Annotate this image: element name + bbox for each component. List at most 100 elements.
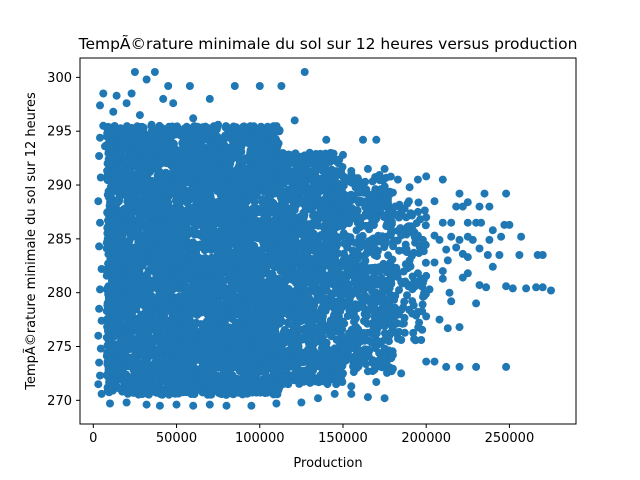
data-point [160,317,169,326]
data-point [176,205,185,213]
data-point [246,149,255,158]
data-point [204,330,213,339]
data-point [171,150,179,159]
data-point [269,286,278,294]
data-point [219,186,228,195]
data-point [109,277,118,286]
data-point [208,286,217,295]
data-point [211,141,220,150]
data-point [105,150,114,159]
data-point [209,344,218,353]
data-point [187,177,196,186]
data-point [250,296,259,305]
data-point [116,316,125,324]
data-point [102,307,111,316]
data-point [134,227,143,236]
data-point [195,280,204,289]
data-point [188,238,197,247]
data-point [231,306,240,314]
data-point [188,328,197,337]
data-point [185,272,194,281]
data-point [257,381,265,389]
data-point [114,240,123,249]
data-point [251,232,260,241]
data-point [242,224,251,233]
data-point [135,218,144,227]
data-point [259,351,268,360]
data-point [231,276,240,285]
data-point [224,260,233,269]
data-point [143,149,152,158]
data-point [123,250,132,259]
data-point [205,318,214,327]
data-point [236,144,245,153]
data-point [236,327,245,336]
data-point [128,173,136,182]
data-point [217,313,226,322]
data-point [139,157,148,166]
data-point [133,122,142,131]
data-point [118,350,127,359]
data-point [258,130,267,139]
data-point [104,282,113,291]
data-point [139,124,148,133]
data-point [264,281,273,290]
data-point [111,246,120,255]
data-point [221,198,230,207]
data-point [136,173,144,182]
data-point [173,257,182,266]
data-point [139,198,148,207]
data-point [168,123,177,132]
data-point [179,298,188,307]
data-point [213,249,222,258]
data-point [153,179,162,188]
data-point [214,180,223,189]
data-point [103,166,112,175]
data-point [200,131,209,139]
data-point [233,191,242,200]
data-point [134,144,143,153]
data-point [190,321,199,330]
data-point [112,341,121,350]
data-point [266,378,275,387]
data-point [116,187,124,196]
data-point [214,197,223,206]
data-point [149,209,158,218]
data-point [229,136,238,145]
data-point [141,363,150,372]
data-point [219,322,228,330]
data-point [115,256,124,265]
data-point [167,182,176,191]
data-point [245,311,254,320]
data-point [244,139,253,148]
data-point [204,150,213,159]
data-point [127,271,136,280]
data-point [113,129,122,138]
data-point [193,122,202,131]
data-point [208,355,217,364]
data-point [173,361,182,370]
data-point [257,335,266,344]
data-point [157,283,166,292]
data-point [102,371,111,380]
data-point [161,232,170,241]
data-point [163,342,172,351]
data-point [118,335,127,344]
data-point [201,209,210,218]
data-point [240,203,249,212]
data-point [207,390,216,399]
data-point [230,199,239,208]
data-point [180,149,189,158]
data-point [166,368,175,377]
data-point [176,248,184,256]
data-point [189,306,198,314]
data-point [243,289,251,298]
data-point [143,213,152,222]
data-point [158,240,167,249]
data-point [189,204,198,213]
data-point [254,365,263,373]
data-point [265,329,274,337]
data-point [110,308,119,317]
data-point [106,190,115,199]
